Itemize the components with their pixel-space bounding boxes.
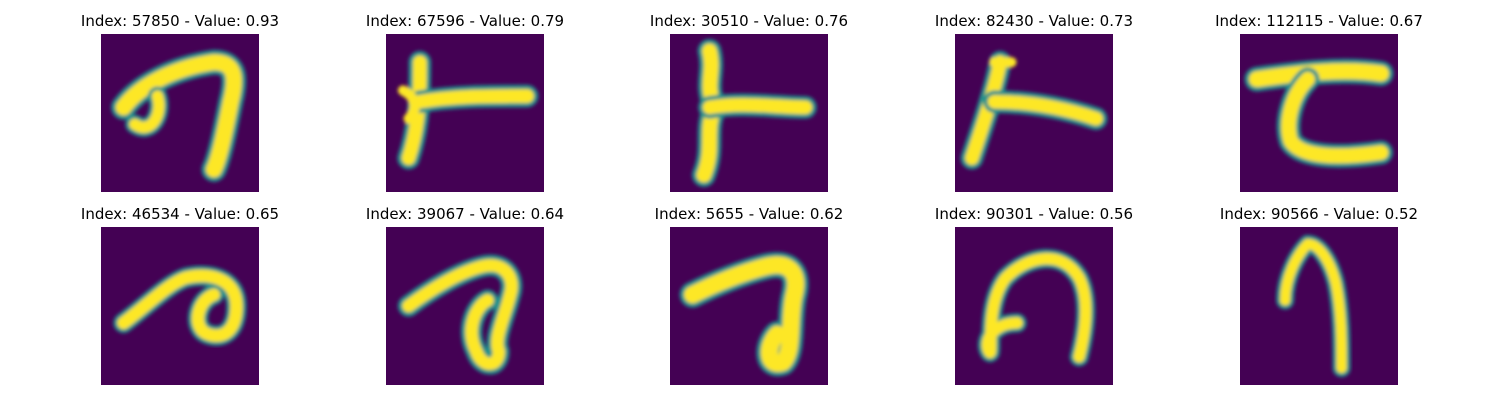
digit-image <box>101 227 259 385</box>
digit-image <box>386 227 544 385</box>
panel-1: Index: 57850 - Value: 0.93 <box>70 12 290 192</box>
panel-7: Index: 39067 - Value: 0.64 <box>355 205 575 385</box>
panel-8: Index: 5655 - Value: 0.62 <box>639 205 859 385</box>
panel-title: Index: 39067 - Value: 0.64 <box>365 205 565 223</box>
digit-image <box>955 34 1113 192</box>
digit-image <box>101 34 259 192</box>
panel-title: Index: 90566 - Value: 0.52 <box>1219 205 1419 223</box>
panel-9: Index: 90301 - Value: 0.56 <box>924 205 1144 385</box>
panel-title: Index: 82430 - Value: 0.73 <box>934 12 1134 30</box>
panel-title: Index: 30510 - Value: 0.76 <box>649 12 849 30</box>
panel-title: Index: 67596 - Value: 0.79 <box>365 12 565 30</box>
panel-4: Index: 82430 - Value: 0.73 <box>924 12 1144 192</box>
digit-image <box>1240 227 1398 385</box>
digit-image <box>1240 34 1398 192</box>
panel-6: Index: 46534 - Value: 0.65 <box>70 205 290 385</box>
panel-10: Index: 90566 - Value: 0.52 <box>1209 205 1429 385</box>
digit-image <box>955 227 1113 385</box>
panel-3: Index: 30510 - Value: 0.76 <box>639 12 859 192</box>
digit-image <box>670 227 828 385</box>
panel-title: Index: 46534 - Value: 0.65 <box>80 205 280 223</box>
panel-title: Index: 57850 - Value: 0.93 <box>80 12 280 30</box>
panel-title: Index: 5655 - Value: 0.62 <box>654 205 844 223</box>
digit-image <box>386 34 544 192</box>
panel-2: Index: 67596 - Value: 0.79 <box>355 12 575 192</box>
panel-5: Index: 112115 - Value: 0.67 <box>1209 12 1429 192</box>
panel-title: Index: 90301 - Value: 0.56 <box>934 205 1134 223</box>
panel-title: Index: 112115 - Value: 0.67 <box>1215 12 1423 30</box>
digit-image <box>670 34 828 192</box>
